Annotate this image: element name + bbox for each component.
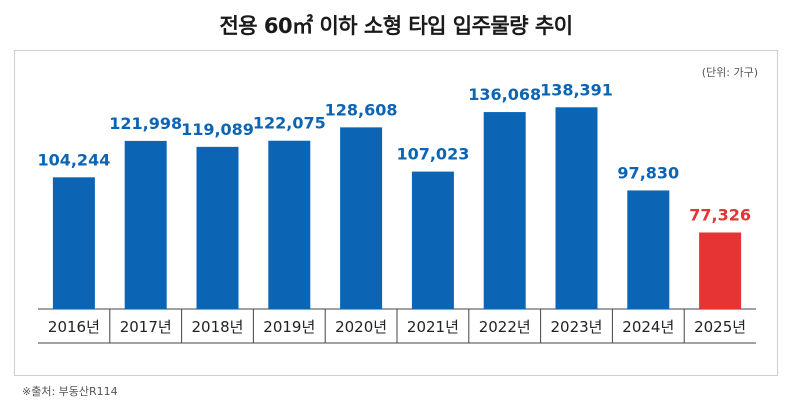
bar-2022년: [483, 112, 526, 309]
bar-2017년: [124, 140, 167, 309]
bar-2019년: [268, 140, 311, 309]
value-label-2017년: 121,998: [109, 114, 182, 133]
tick-label-2024년: 2024년: [622, 318, 674, 336]
bar-2018년: [196, 146, 239, 309]
tick-label-2023년: 2023년: [551, 318, 603, 336]
tick-label-2016년: 2016년: [48, 318, 100, 336]
bar-2024년: [627, 190, 670, 309]
tick-label-2020년: 2020년: [335, 318, 387, 336]
value-label-2016년: 104,244: [37, 150, 110, 169]
tick-label-2022년: 2022년: [479, 318, 531, 336]
bar-2025년: [699, 232, 742, 309]
value-label-2023년: 138,391: [540, 80, 613, 99]
bar-2023년: [555, 107, 598, 309]
value-label-2019년: 122,075: [253, 114, 326, 133]
tick-label-2018년: 2018년: [192, 318, 244, 336]
tick-label-2021년: 2021년: [407, 318, 459, 336]
bar-2016년: [52, 177, 95, 309]
tick-label-2025년: 2025년: [694, 318, 746, 336]
bar-2021년: [411, 171, 454, 309]
bar-2020년: [340, 127, 383, 309]
value-label-2022년: 136,068: [468, 85, 541, 104]
value-label-2024년: 97,830: [617, 163, 679, 182]
value-label-2021년: 107,023: [396, 145, 469, 164]
unit-note: (단위: 가구): [701, 66, 758, 79]
source-note: ※출처: 부동산R114: [22, 385, 118, 398]
value-label-2025년: 77,326: [689, 205, 751, 224]
tick-label-2017년: 2017년: [120, 318, 172, 336]
chart-title: 전용 60㎡ 이하 소형 타입 입주물량 추이: [219, 14, 573, 38]
tick-label-2019년: 2019년: [263, 318, 315, 336]
value-label-2018년: 119,089: [181, 120, 254, 139]
value-label-2020년: 128,608: [325, 100, 398, 119]
